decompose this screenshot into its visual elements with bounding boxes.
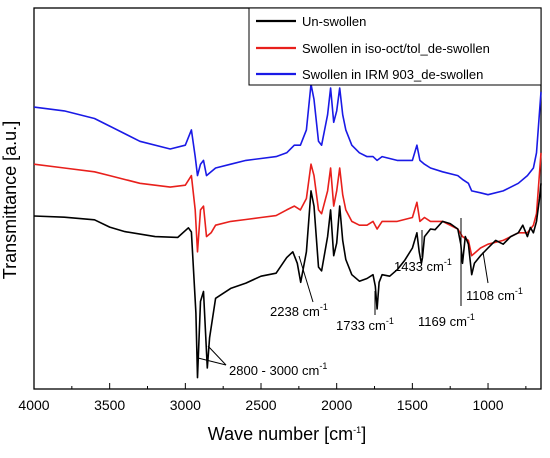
x-tick-label-1: 3500	[94, 397, 125, 413]
y-axis-title: Transmittance [a.u.]	[0, 121, 20, 279]
x-tick-label-5: 1500	[397, 397, 428, 413]
arrow-2238	[298, 255, 314, 303]
annotation-1169: 1169 cm-1	[418, 312, 475, 329]
annotation-1433: 1433 cm-1	[394, 257, 452, 274]
x-tick-label-6: 1000	[472, 397, 503, 413]
annotation-1108: 1108 cm-1	[466, 286, 523, 303]
x-tick-label-3: 2500	[245, 397, 276, 413]
arrow-2800-b	[207, 345, 227, 366]
x-axis-title-end: ]	[361, 424, 366, 444]
annotations: 2800 - 3000 cm-1 2238 cm-1 1733 cm-1 143…	[197, 218, 523, 378]
x-axis-title-sup: -1	[353, 425, 361, 435]
series-group	[33, 83, 542, 379]
series-line-2	[33, 83, 542, 196]
annotation-1733: 1733 cm-1	[336, 316, 394, 333]
legend-box	[248, 7, 542, 86]
annotation-2238: 2238 cm-1	[270, 302, 328, 319]
x-tick-label-4: 2000	[321, 397, 352, 413]
x-axis-title-main: Wave number [cm	[208, 424, 353, 444]
series-line-0	[33, 183, 542, 379]
x-axis-title: Wave number [cm-1]	[208, 424, 366, 444]
legend-label-2: Swollen in IRM 903_de-swollen	[302, 67, 483, 82]
arrow-2800-a	[197, 357, 227, 366]
legend-label-0: Un-swollen	[302, 14, 366, 29]
annotation-2800-3000: 2800 - 3000 cm-1	[229, 361, 327, 378]
legend: Un-swollen Swollen in iso-oct/tol_de-swo…	[248, 7, 542, 86]
x-axis-ticks: 4000 3500 3000 2500 2000 1500 1000	[18, 383, 527, 413]
arrow-1108	[482, 251, 489, 284]
x-tick-label-2: 3000	[170, 397, 201, 413]
x-tick-label-0: 4000	[18, 397, 49, 413]
legend-label-1: Swollen in iso-oct/tol_de-swollen	[302, 41, 490, 56]
